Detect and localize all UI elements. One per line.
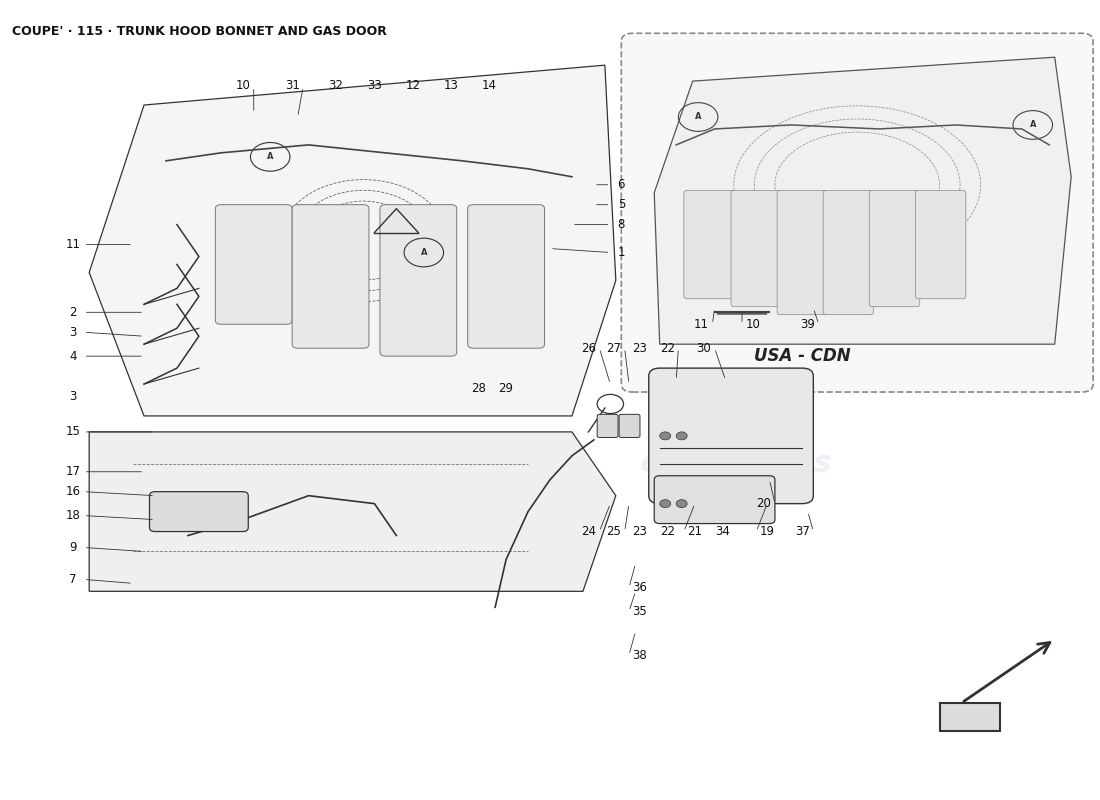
Text: 29: 29 [498, 382, 514, 394]
Text: 23: 23 [632, 525, 648, 538]
Text: 1: 1 [617, 246, 625, 259]
Text: 7: 7 [69, 573, 77, 586]
Circle shape [660, 500, 671, 508]
Text: 3: 3 [69, 326, 76, 338]
Text: 2: 2 [69, 306, 77, 319]
Text: 24: 24 [581, 525, 596, 538]
Text: 9: 9 [69, 541, 77, 554]
FancyBboxPatch shape [654, 476, 774, 523]
Text: 31: 31 [285, 78, 299, 91]
FancyBboxPatch shape [732, 190, 781, 306]
Text: eurospares: eurospares [366, 529, 559, 558]
Text: 28: 28 [471, 382, 486, 394]
Text: 21: 21 [688, 525, 702, 538]
Text: 4: 4 [69, 350, 77, 362]
Text: 36: 36 [632, 581, 648, 594]
Text: eurospares: eurospares [640, 450, 833, 478]
Text: A: A [267, 152, 274, 162]
Text: 19: 19 [760, 525, 774, 538]
Text: 11: 11 [694, 318, 708, 330]
Text: 5: 5 [617, 198, 625, 211]
Text: 14: 14 [482, 78, 497, 91]
FancyBboxPatch shape [597, 414, 618, 438]
Text: 12: 12 [405, 78, 420, 91]
FancyBboxPatch shape [869, 190, 920, 306]
Polygon shape [654, 57, 1071, 344]
Text: 25: 25 [606, 525, 621, 538]
Text: A: A [695, 113, 702, 122]
FancyBboxPatch shape [684, 190, 735, 298]
Text: 13: 13 [443, 78, 459, 91]
FancyBboxPatch shape [468, 205, 544, 348]
Text: 6: 6 [617, 178, 625, 191]
FancyBboxPatch shape [150, 492, 249, 531]
Text: 35: 35 [632, 605, 647, 618]
Polygon shape [89, 65, 616, 416]
FancyBboxPatch shape [823, 190, 873, 314]
FancyBboxPatch shape [216, 205, 293, 324]
FancyBboxPatch shape [939, 703, 1000, 731]
Text: 38: 38 [632, 649, 647, 662]
Text: 3: 3 [69, 390, 76, 402]
Text: 37: 37 [795, 525, 810, 538]
Text: 16: 16 [65, 485, 80, 498]
Text: 23: 23 [632, 342, 648, 354]
Text: 20: 20 [757, 497, 771, 510]
Text: 10: 10 [235, 78, 250, 91]
FancyBboxPatch shape [379, 205, 456, 356]
Text: 18: 18 [65, 509, 80, 522]
FancyBboxPatch shape [649, 368, 813, 504]
Text: COUPE' · 115 · TRUNK HOOD BONNET AND GAS DOOR: COUPE' · 115 · TRUNK HOOD BONNET AND GAS… [12, 26, 387, 38]
Text: eurospares: eurospares [102, 529, 295, 558]
Text: A: A [1030, 121, 1036, 130]
Text: eurospares: eurospares [640, 210, 833, 239]
Text: 32: 32 [329, 78, 343, 91]
Text: 34: 34 [715, 525, 729, 538]
FancyBboxPatch shape [621, 34, 1093, 392]
Text: 17: 17 [65, 466, 80, 478]
Text: eurospares: eurospares [366, 282, 559, 311]
Text: 11: 11 [65, 238, 80, 251]
Circle shape [660, 432, 671, 440]
Text: 22: 22 [660, 525, 675, 538]
Text: 22: 22 [660, 342, 675, 354]
Text: 8: 8 [617, 218, 625, 231]
FancyBboxPatch shape [619, 414, 640, 438]
Text: 33: 33 [367, 78, 382, 91]
Text: eurospares: eurospares [102, 282, 295, 311]
Polygon shape [89, 432, 616, 591]
Text: 15: 15 [65, 426, 80, 438]
FancyBboxPatch shape [777, 190, 827, 314]
Text: 30: 30 [696, 342, 711, 354]
Text: A: A [420, 248, 427, 257]
Circle shape [676, 432, 688, 440]
Text: 27: 27 [606, 342, 621, 354]
Text: 39: 39 [801, 318, 815, 330]
Text: 10: 10 [746, 318, 760, 330]
Circle shape [676, 500, 688, 508]
FancyBboxPatch shape [293, 205, 368, 348]
Text: 26: 26 [581, 342, 596, 354]
Text: USA - CDN: USA - CDN [754, 347, 850, 365]
FancyBboxPatch shape [915, 190, 966, 298]
